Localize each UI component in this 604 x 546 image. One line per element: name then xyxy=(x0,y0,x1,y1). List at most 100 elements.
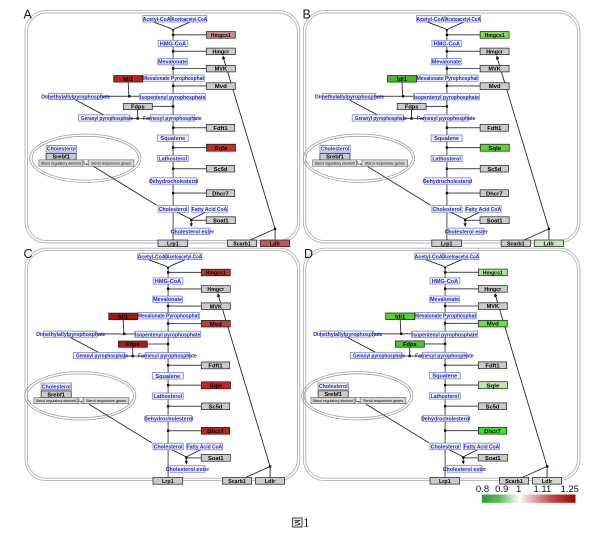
svg-text:Sterol regulatory element: Sterol regulatory element xyxy=(36,399,77,403)
svg-text:Srebf1: Srebf1 xyxy=(52,155,70,161)
svg-text:Hmgcr: Hmgcr xyxy=(484,287,502,293)
svg-text:Geranyl pyrophosphate: Geranyl pyrophosphate xyxy=(355,116,407,122)
svg-text:Dhcr7: Dhcr7 xyxy=(212,191,229,197)
svg-text:Sterol responsive genes: Sterol responsive genes xyxy=(365,161,405,165)
svg-text:Sc5d: Sc5d xyxy=(487,167,501,173)
svg-text:Fdps: Fdps xyxy=(405,105,419,111)
svg-text:Isopentenyl pyrophosphate: Isopentenyl pyrophosphate xyxy=(414,95,479,101)
svg-text:Mevalonate: Mevalonate xyxy=(432,60,461,66)
svg-text:Acetoacetyl-CoA: Acetoacetyl-CoA xyxy=(172,17,207,23)
svg-text:0.9: 0.9 xyxy=(495,484,508,495)
svg-text:Dimethylallylpyrophosphate: Dimethylallylpyrophosphate xyxy=(315,95,384,101)
svg-text:Lrp1: Lrp1 xyxy=(439,479,451,485)
svg-text:1: 1 xyxy=(303,516,309,530)
svg-text:Lathosterol: Lathosterol xyxy=(154,394,183,400)
svg-text:Lrp1: Lrp1 xyxy=(162,479,174,485)
svg-text:Sc5d: Sc5d xyxy=(209,404,223,410)
svg-text:Squalene: Squalene xyxy=(432,374,457,380)
svg-text:Mvd: Mvd xyxy=(487,322,500,328)
svg-text:Idi1: Idi1 xyxy=(118,315,128,321)
svg-text:Squalene: Squalene xyxy=(160,136,185,142)
svg-text:Acetoacetyl-CoA: Acetoacetyl-CoA xyxy=(445,17,480,23)
svg-text:Ldlr: Ldlr xyxy=(265,479,276,485)
svg-text:HMG-CoA: HMG-CoA xyxy=(155,279,181,285)
svg-text:Dhcr7: Dhcr7 xyxy=(486,191,503,197)
svg-text:Isopentenyl pyrophosphate: Isopentenyl pyrophosphate xyxy=(412,332,477,338)
svg-text:Scarb1: Scarb1 xyxy=(228,479,246,485)
svg-text:Cholesterol: Cholesterol xyxy=(47,147,76,153)
svg-text:Mevalonate: Mevalonate xyxy=(153,297,182,303)
svg-text:Cholesterol: Cholesterol xyxy=(159,207,188,213)
svg-text:Lrp1: Lrp1 xyxy=(441,241,453,247)
svg-text:Sterol responsive genes: Sterol responsive genes xyxy=(363,399,403,403)
svg-text:Sterol regulatory element: Sterol regulatory element xyxy=(41,161,82,165)
svg-text:Cholesterol: Cholesterol xyxy=(154,445,183,451)
svg-text:Fatty Acid CoA: Fatty Acid CoA xyxy=(464,444,500,450)
svg-text:Sterol responsive genes: Sterol responsive genes xyxy=(91,161,131,165)
svg-text:D: D xyxy=(304,247,313,261)
svg-text:Cholesterol ester: Cholesterol ester xyxy=(171,229,215,235)
svg-text:HMG-CoA: HMG-CoA xyxy=(434,41,460,47)
svg-text:Scarb1: Scarb1 xyxy=(507,241,525,247)
svg-text:C: C xyxy=(24,247,33,261)
svg-text:Ldlr: Ldlr xyxy=(544,241,555,247)
svg-text:Cholesterol ester: Cholesterol ester xyxy=(444,229,488,235)
svg-text:Hmgcs1: Hmgcs1 xyxy=(483,271,503,277)
svg-text:Acetoacetyl-CoA: Acetoacetyl-CoA xyxy=(167,254,202,260)
svg-text:Fdps: Fdps xyxy=(403,342,417,348)
svg-text:Acetyl-CoA: Acetyl-CoA xyxy=(143,17,171,23)
svg-text:Acetoacetyl-CoA: Acetoacetyl-CoA xyxy=(444,254,479,260)
svg-text:Sqle: Sqle xyxy=(488,146,501,152)
svg-text:Hmgcr: Hmgcr xyxy=(207,287,225,293)
svg-text:Soat1: Soat1 xyxy=(487,218,503,224)
svg-text:Dehydrocholesterol: Dehydrocholesterol xyxy=(144,417,194,423)
svg-text:HMG-CoA: HMG-CoA xyxy=(160,41,186,47)
svg-text:Mvd: Mvd xyxy=(489,84,502,90)
svg-text:Fdft1: Fdft1 xyxy=(213,126,227,132)
svg-text:Idi1: Idi1 xyxy=(397,77,407,83)
svg-text:Mvd: Mvd xyxy=(210,322,223,328)
svg-text:0.8: 0.8 xyxy=(476,484,489,495)
svg-text:Mvd: Mvd xyxy=(215,84,228,90)
svg-text:Mevalonate Pyrophosphat: Mevalonate Pyrophosphat xyxy=(415,314,476,320)
svg-text:1.11: 1.11 xyxy=(534,484,552,495)
svg-text:Cholesterol: Cholesterol xyxy=(431,444,460,450)
svg-text:Geranyl pyrophosphate: Geranyl pyrophosphate xyxy=(353,353,405,359)
svg-text:Farnesyl pyrophosphate: Farnesyl pyrophosphate xyxy=(417,116,476,122)
svg-text:Scarb1: Scarb1 xyxy=(505,479,523,485)
svg-text:Cholesterol ester: Cholesterol ester xyxy=(166,467,210,473)
svg-text:Ldlr: Ldlr xyxy=(270,241,281,247)
svg-text:Fatty Acid CoA: Fatty Acid CoA xyxy=(192,207,228,213)
svg-text:Soat1: Soat1 xyxy=(213,218,229,224)
svg-text:Sqle: Sqle xyxy=(214,146,227,152)
svg-text:MVK: MVK xyxy=(487,304,499,310)
svg-text:A: A xyxy=(24,8,33,22)
svg-text:Hmgcr: Hmgcr xyxy=(486,50,504,56)
svg-text:Dhcr7: Dhcr7 xyxy=(207,429,224,435)
svg-text:Dehydrocholesterol: Dehydrocholesterol xyxy=(423,179,473,185)
svg-text:Fdft1: Fdft1 xyxy=(487,126,501,132)
svg-text:Cholesterol: Cholesterol xyxy=(433,207,462,213)
svg-text:Farnesyl pyrophosphate: Farnesyl pyrophosphate xyxy=(138,354,197,360)
svg-text:Hmgcs1: Hmgcs1 xyxy=(206,271,226,277)
svg-text:1: 1 xyxy=(516,484,521,495)
svg-text:Cholesterol ester: Cholesterol ester xyxy=(443,467,487,473)
svg-text:Fatty Acid CoA: Fatty Acid CoA xyxy=(466,207,502,213)
svg-text:MVK: MVK xyxy=(210,304,222,310)
svg-text:Cholesterol: Cholesterol xyxy=(42,384,71,390)
svg-text:Lathosterol: Lathosterol xyxy=(159,157,188,163)
svg-text:Sterol regulatory element: Sterol regulatory element xyxy=(315,161,356,165)
svg-text:Soat1: Soat1 xyxy=(208,456,224,462)
svg-text:Isopentenyl pyrophosphate: Isopentenyl pyrophosphate xyxy=(140,95,205,101)
svg-text:Sterol regulatory element: Sterol regulatory element xyxy=(313,399,354,403)
svg-text:Sterol responsive genes: Sterol responsive genes xyxy=(86,399,126,403)
svg-text:Isopentenyl pyrophosphate: Isopentenyl pyrophosphate xyxy=(135,332,200,338)
svg-text:MVK: MVK xyxy=(215,67,227,73)
svg-text:Farnesyl pyrophosphate: Farnesyl pyrophosphate xyxy=(143,116,202,122)
svg-text:Acetyl-CoA: Acetyl-CoA xyxy=(138,254,166,260)
svg-text:Squalene: Squalene xyxy=(434,136,459,142)
svg-text:Dehydrocholesterol: Dehydrocholesterol xyxy=(421,417,471,423)
svg-text:Mevalonate Pyrophosphat: Mevalonate Pyrophosphat xyxy=(417,76,478,82)
svg-text:Fdft1: Fdft1 xyxy=(208,364,222,370)
svg-text:Farnesyl pyrophosphate: Farnesyl pyrophosphate xyxy=(415,353,474,359)
